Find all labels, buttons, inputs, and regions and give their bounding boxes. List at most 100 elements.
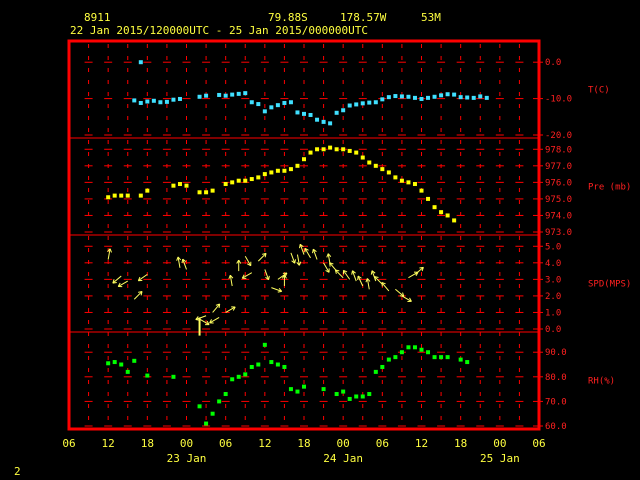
pressure-point bbox=[223, 182, 228, 187]
y-tick-label: 977.0 bbox=[545, 162, 572, 172]
temperature-point bbox=[138, 60, 143, 65]
wind-arrow bbox=[241, 272, 253, 279]
wind-arrow bbox=[137, 273, 148, 282]
rh-point bbox=[125, 369, 130, 374]
temperature-point bbox=[393, 94, 398, 99]
y-tick-label: 974.0 bbox=[545, 211, 572, 221]
wind-arrow bbox=[334, 269, 344, 279]
rh-point bbox=[132, 358, 137, 363]
temperature-point bbox=[354, 102, 359, 107]
temperature-point bbox=[406, 94, 411, 99]
rh-point bbox=[106, 361, 111, 366]
temperature-point bbox=[399, 94, 404, 99]
pressure-point bbox=[406, 180, 411, 185]
temperature-point bbox=[288, 100, 293, 105]
temperature-point bbox=[230, 92, 235, 97]
elevation: 53M bbox=[421, 11, 441, 24]
wind-arrow bbox=[365, 278, 371, 290]
wind-arrow bbox=[401, 295, 412, 302]
pressure-point bbox=[145, 188, 150, 193]
pressure-point bbox=[269, 170, 274, 175]
temperature-point bbox=[380, 97, 385, 102]
page-number: 2 bbox=[14, 465, 21, 478]
plot-frame bbox=[67, 39, 541, 431]
time-period: 22 Jan 2015/120000UTC - 25 Jan 2015/0000… bbox=[70, 24, 368, 37]
y-tick-label: 5.0 bbox=[545, 242, 561, 252]
x-tick-label: 06 bbox=[532, 437, 545, 450]
panel-title: Pre (mb) bbox=[588, 183, 631, 193]
rh-point bbox=[112, 360, 117, 365]
pressure-point bbox=[295, 163, 300, 168]
temperature-point bbox=[432, 94, 437, 99]
wind-arrow bbox=[271, 287, 283, 293]
pressure-point bbox=[275, 168, 280, 173]
rh-point bbox=[412, 345, 417, 350]
temperature-point bbox=[308, 112, 313, 117]
temperature-point bbox=[177, 96, 182, 101]
station-id: 8911 bbox=[84, 11, 111, 24]
x-tick-label: 18 bbox=[141, 437, 154, 450]
y-tick-label: 3.0 bbox=[545, 275, 561, 285]
rh-point bbox=[204, 421, 209, 426]
rh-point bbox=[295, 389, 300, 394]
rh-point bbox=[458, 357, 463, 362]
temperature-point bbox=[275, 103, 280, 108]
pressure-point bbox=[315, 147, 320, 152]
wind-arrow bbox=[323, 262, 330, 273]
latitude: 79.88S bbox=[268, 11, 308, 24]
x-tick-label: 00 bbox=[180, 437, 193, 450]
pressure-point bbox=[288, 167, 293, 172]
y-tick-label: 976.0 bbox=[545, 178, 572, 188]
pressure-point bbox=[230, 180, 235, 185]
rh-point bbox=[380, 364, 385, 369]
wind-arrow bbox=[374, 276, 383, 285]
temperature-point bbox=[373, 100, 378, 105]
rh-point bbox=[236, 374, 241, 379]
temperature-point bbox=[217, 92, 222, 97]
temperature-point bbox=[138, 100, 143, 105]
pressure-point bbox=[308, 150, 313, 155]
wind-arrow bbox=[257, 252, 267, 262]
wind-arrow bbox=[414, 266, 424, 275]
pressure-point bbox=[419, 188, 424, 193]
temperature-point bbox=[204, 93, 209, 98]
wind-arrow bbox=[312, 248, 318, 260]
pressure-point bbox=[256, 175, 261, 180]
temperature-point bbox=[249, 100, 254, 105]
y-tick-label: 60.0 bbox=[545, 422, 567, 432]
wind-arrow bbox=[264, 269, 270, 281]
rh-point bbox=[210, 411, 215, 416]
rh-point bbox=[367, 392, 372, 397]
rh-point bbox=[223, 392, 228, 397]
temperature-point bbox=[360, 101, 365, 106]
pressure-point bbox=[360, 155, 365, 160]
y-tick-label: 0.0 bbox=[545, 325, 561, 335]
wind-arrow bbox=[209, 316, 220, 324]
rh-point bbox=[439, 355, 444, 360]
temperature-point bbox=[341, 108, 346, 113]
temperature-point bbox=[452, 92, 457, 97]
temperature-point bbox=[347, 103, 352, 108]
data-marks bbox=[106, 60, 489, 426]
temperature-point bbox=[484, 95, 489, 100]
temperature-point bbox=[419, 96, 424, 101]
grid-layer bbox=[69, 44, 543, 427]
rh-point bbox=[393, 355, 398, 360]
y-tick-label: 975.0 bbox=[545, 195, 572, 205]
wind-arrow bbox=[225, 306, 236, 313]
rh-point bbox=[399, 350, 404, 355]
rh-point bbox=[217, 399, 222, 404]
rh-point bbox=[282, 364, 287, 369]
temperature-point bbox=[223, 93, 228, 98]
rh-point bbox=[432, 355, 437, 360]
pressure-point bbox=[177, 182, 182, 187]
pressure-point bbox=[393, 175, 398, 180]
pressure-point bbox=[171, 183, 176, 188]
temperature-point bbox=[328, 121, 333, 126]
pressure-point bbox=[321, 147, 326, 152]
temperature-point bbox=[302, 111, 306, 116]
temperature-point bbox=[445, 92, 450, 97]
pressure-point bbox=[347, 148, 352, 153]
pressure-point bbox=[302, 157, 306, 162]
